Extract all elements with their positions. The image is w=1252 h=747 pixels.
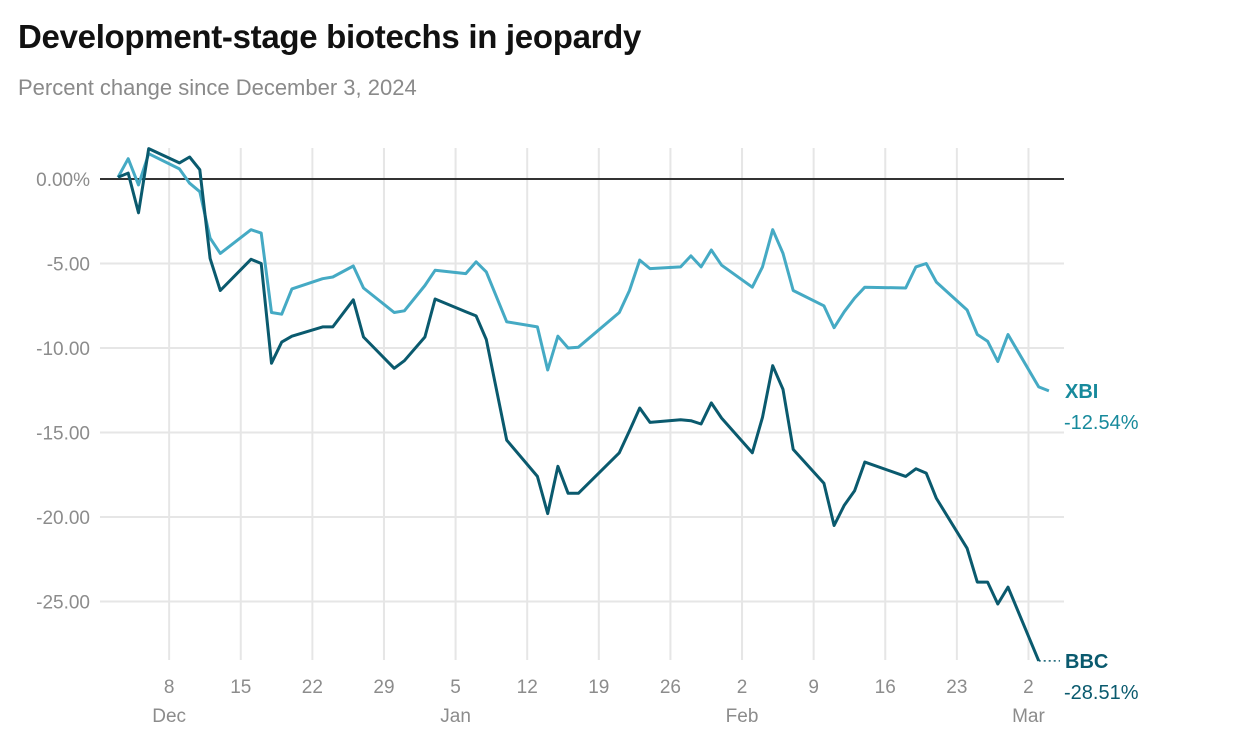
x-tick-label: 26 — [660, 677, 681, 698]
series-label-xbi: XBI — [1065, 381, 1098, 403]
y-tick-label: -10.00 — [36, 339, 90, 360]
x-tick-label: 19 — [588, 677, 609, 698]
x-tick-label: 5 — [450, 677, 461, 698]
x-tick-label: 2 — [1023, 677, 1034, 698]
x-tick-label: 23 — [946, 677, 967, 698]
y-tick-label: 0.00% — [36, 170, 90, 191]
y-tick-label: -20.00 — [36, 508, 90, 529]
x-tick-label: 8 — [164, 677, 175, 698]
x-tick-label: 16 — [875, 677, 896, 698]
series-end-value-bbc: -28.51% — [1064, 682, 1139, 704]
x-tick-label: 15 — [230, 677, 251, 698]
series-label-bbc: BBC — [1065, 651, 1108, 673]
series-line-xbi — [116, 152, 1050, 393]
x-month-label: Jan — [440, 706, 471, 727]
x-tick-label: 22 — [302, 677, 323, 698]
y-tick-label: -25.00 — [36, 593, 90, 614]
series-end-value-xbi: -12.54% — [1064, 412, 1139, 434]
x-tick-label: 12 — [517, 677, 538, 698]
x-tick-label: 9 — [808, 677, 819, 698]
y-tick-label: -15.00 — [36, 424, 90, 445]
x-tick-label: 29 — [373, 677, 394, 698]
chart-title: Development-stage biotechs in jeopardy — [18, 18, 642, 55]
x-month-label: Feb — [726, 706, 759, 727]
y-tick-label: -5.00 — [47, 255, 90, 276]
x-month-label: Mar — [1012, 706, 1045, 727]
x-tick-label: 2 — [737, 677, 748, 698]
series-line-bbc — [117, 147, 1041, 662]
chart-subtitle: Percent change since December 3, 2024 — [18, 75, 417, 100]
x-month-label: Dec — [152, 706, 186, 727]
